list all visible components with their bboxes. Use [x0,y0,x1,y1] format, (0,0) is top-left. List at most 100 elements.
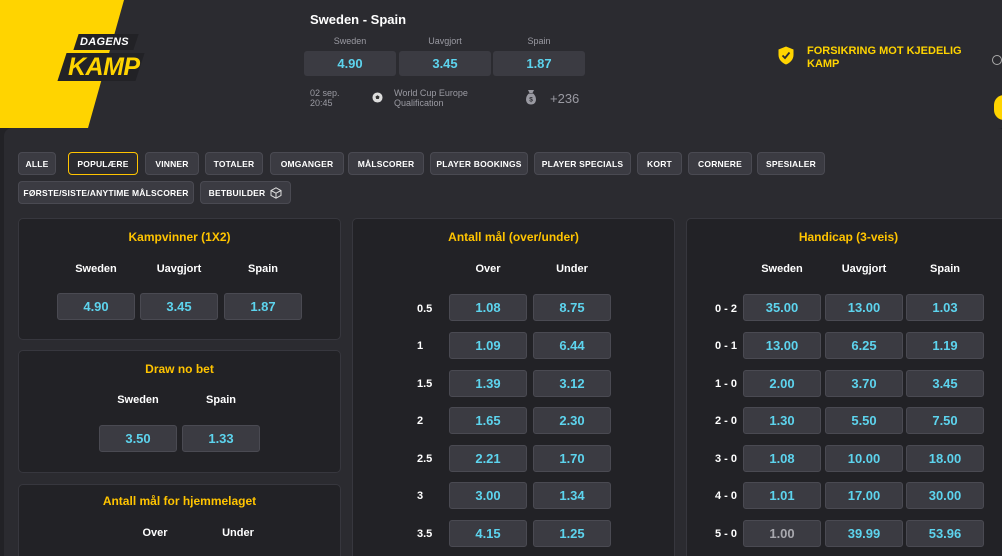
cube-icon [270,186,282,199]
filter-omganger[interactable]: OMGANGER [270,152,344,175]
odd-handicap-sweden[interactable]: 2.00 [743,370,821,397]
competition-name: World Cup Europe Qualification [394,88,468,108]
filter-vinner[interactable]: VINNER [145,152,199,175]
market-title-total-goals: Antall mål (over/under) [448,230,579,244]
svg-text:$: $ [529,97,533,104]
odd-handicap-spain[interactable]: 7.50 [906,407,984,434]
goal-line-label: 2.5 [417,453,433,465]
odd-handicap-spain[interactable]: 1.19 [906,332,984,359]
filter-cornere[interactable]: CORNERE [688,152,752,175]
handicap-line-label: 0 - 2 [715,303,738,315]
handicap-line-label: 1 - 0 [715,378,738,390]
odd-handicap-sweden[interactable]: 35.00 [743,294,821,321]
match-date: 02 sep. [310,88,340,98]
odd-handicap-spain[interactable]: 3.45 [906,370,984,397]
info-icon[interactable] [992,55,1002,65]
market-card-handicap: Handicap (3-veis) Sweden Uavgjort Spain … [686,218,1002,556]
market-card-draw-no-bet: Draw no bet Sweden Spain 3.50 1.33 [18,350,341,473]
filter-betbuilder[interactable]: BETBUILDER [200,181,291,204]
logo-text-top: DAGENS [80,36,129,48]
odd-over[interactable]: 1.39 [449,370,527,397]
odd-over[interactable]: 1.65 [449,407,527,434]
col-label-under: Under [556,263,588,275]
col-label-spain: Spain [206,394,236,406]
header-outcome-label-draw: Uavgjort [428,36,462,46]
insurance-promo[interactable]: FORSIKRING MOT KJEDELIG KAMP [807,45,962,70]
col-label-sweden: Sweden [117,394,159,406]
odd-dnb-sweden[interactable]: 3.50 [99,425,177,452]
odd-under[interactable]: 8.75 [533,294,611,321]
odd-under[interactable]: 1.25 [533,520,611,547]
header-odd-away[interactable]: 1.87 [493,51,585,76]
odd-under[interactable]: 6.44 [533,332,611,359]
odd-dnb-spain[interactable]: 1.33 [182,425,260,452]
money-bag-icon: $ [526,90,536,105]
odd-under[interactable]: 1.70 [533,445,611,472]
col-label-over: Over [475,263,501,275]
filter-alle[interactable]: ALLE [18,152,56,175]
market-title-home-goals: Antall mål for hjemmelaget [102,494,257,508]
odd-kampvinner-spain[interactable]: 1.87 [224,293,302,320]
col-label-spain: Spain [930,263,960,275]
odd-handicap-uavgjort[interactable]: 17.00 [825,482,903,509]
col-label-sweden: Sweden [761,263,803,275]
dagens-kamp-logo: DAGENS KAMP [56,33,146,89]
odd-handicap-uavgjort[interactable]: 3.70 [825,370,903,397]
col-label-uavgjort: Uavgjort [841,263,887,275]
filter-malscorer[interactable]: MÅLSCORER [348,152,424,175]
odd-over[interactable]: 2.21 [449,445,527,472]
col-label-over: Over [142,527,168,539]
odd-handicap-sweden[interactable]: 1.30 [743,407,821,434]
odd-over[interactable]: 3.00 [449,482,527,509]
handicap-line-label: 2 - 0 [715,415,738,427]
goal-line-label: 3.5 [417,528,433,540]
betbuilder-label: BETBUILDER [208,187,266,198]
odd-kampvinner-sweden[interactable]: 4.90 [57,293,135,320]
filter-totaler[interactable]: TOTALER [205,152,263,175]
odd-kampvinner-uavgjort[interactable]: 3.45 [140,293,218,320]
odd-handicap-spain[interactable]: 1.03 [906,294,984,321]
handicap-line-label: 3 - 0 [715,453,738,465]
more-markets-count[interactable]: +236 [550,91,580,106]
match-time: 20:45 [310,98,333,108]
markets-panel: ALLE POPULÆRE VINNER TOTALER OMGANGER MÅ… [4,128,1002,556]
logo-text-main: KAMP [68,53,140,81]
col-label-uavgjort: Uavgjort [156,263,202,275]
handicap-line-label: 4 - 0 [715,490,738,502]
odd-handicap-sweden[interactable]: 1.08 [743,445,821,472]
filter-kort[interactable]: KORT [637,152,682,175]
col-label-spain: Spain [248,263,278,275]
odd-under[interactable]: 3.12 [533,370,611,397]
football-icon [372,92,383,103]
odd-handicap-uavgjort[interactable]: 39.99 [825,520,903,547]
odd-over[interactable]: 4.15 [449,520,527,547]
odd-handicap-sweden[interactable]: 13.00 [743,332,821,359]
odd-handicap-spain[interactable]: 18.00 [906,445,984,472]
header-odd-draw[interactable]: 3.45 [399,51,491,76]
filter-forste-siste-anytime-malscorer[interactable]: FØRSTE/SISTE/ANYTIME MÅLSCORER [18,181,194,204]
odd-handicap-uavgjort[interactable]: 6.25 [825,332,903,359]
filter-player-specials[interactable]: PLAYER SPECIALS [534,152,631,175]
goal-line-label: 2 [417,415,424,427]
odd-handicap-spain[interactable]: 30.00 [906,482,984,509]
odd-under[interactable]: 1.34 [533,482,611,509]
goal-line-label: 1.5 [417,378,433,390]
odd-under[interactable]: 2.30 [533,407,611,434]
odd-handicap-spain[interactable]: 53.96 [906,520,984,547]
filter-spesialer[interactable]: SPESIALER [757,152,825,175]
col-label-under: Under [222,527,254,539]
odd-handicap-uavgjort[interactable]: 13.00 [825,294,903,321]
odd-handicap-uavgjort[interactable]: 5.50 [825,407,903,434]
odd-handicap-sweden[interactable]: 1.00 [743,520,821,547]
filter-player-bookings[interactable]: PLAYER BOOKINGS [430,152,528,175]
odd-handicap-sweden[interactable]: 1.01 [743,482,821,509]
odd-over[interactable]: 1.09 [449,332,527,359]
odd-over[interactable]: 1.08 [449,294,527,321]
header-odd-home[interactable]: 4.90 [304,51,396,76]
header-outcome-label-home: Sweden [333,36,367,46]
filter-populaere[interactable]: POPULÆRE [68,152,138,175]
odd-handicap-uavgjort[interactable]: 10.00 [825,445,903,472]
match-title: Sweden - Spain [310,12,407,27]
edge-yellow-tab[interactable] [994,95,1002,120]
header-outcome-label-away: Spain [527,36,551,46]
